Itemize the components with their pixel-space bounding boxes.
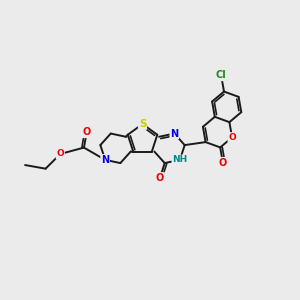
Text: O: O	[82, 127, 91, 137]
Text: Cl: Cl	[216, 70, 226, 80]
Text: S: S	[139, 119, 146, 129]
Text: NH: NH	[172, 155, 188, 164]
Text: O: O	[156, 173, 164, 183]
Text: N: N	[101, 155, 109, 165]
Text: O: O	[219, 158, 227, 168]
Text: O: O	[56, 149, 64, 158]
Text: N: N	[170, 128, 178, 139]
Text: O: O	[228, 133, 236, 142]
